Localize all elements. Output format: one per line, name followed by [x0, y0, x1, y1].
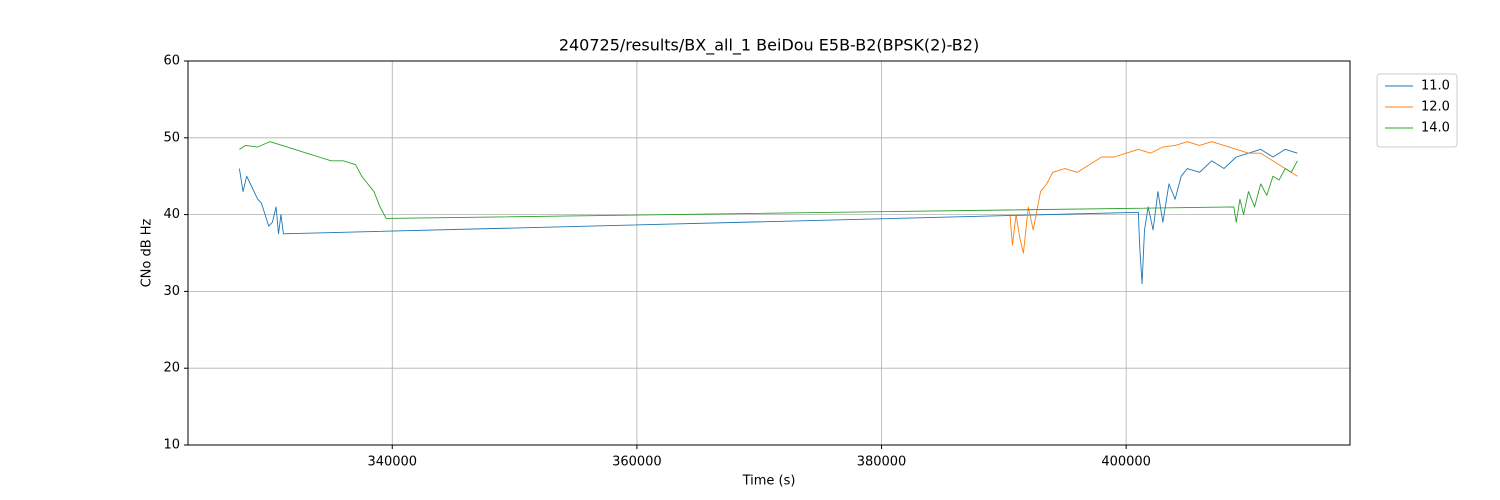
- series-line: [239, 141, 1298, 223]
- x-axis-label: Time (s): [742, 474, 796, 489]
- legend-box: [1376, 73, 1458, 148]
- y-tick-label: 50: [163, 130, 180, 145]
- x-tick-label: 360000: [612, 455, 662, 470]
- chart-title: 240725/results/BX_all_1 BeiDou E5B-B2(BP…: [559, 36, 979, 56]
- legend-label: 14.0: [1421, 121, 1450, 136]
- x-tick-label: 380000: [857, 455, 907, 470]
- series-line: [1009, 141, 1298, 254]
- y-tick-label: 10: [163, 438, 180, 453]
- legend-label: 12.0: [1421, 100, 1450, 115]
- plot-frame: [187, 60, 1351, 446]
- series-line: [238, 148, 1298, 285]
- y-axis-label: CNo dB Hz: [140, 218, 155, 287]
- y-tick-label: 30: [163, 284, 180, 299]
- legend-label: 11.0: [1421, 79, 1450, 94]
- y-tick-label: 20: [163, 361, 180, 376]
- y-tick-label: 60: [163, 54, 180, 69]
- x-tick-label: 400000: [1101, 455, 1151, 470]
- x-tick-label: 340000: [367, 455, 417, 470]
- y-tick-label: 40: [163, 207, 180, 222]
